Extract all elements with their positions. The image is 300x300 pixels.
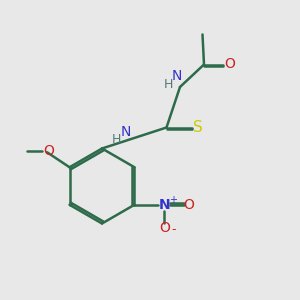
Text: N: N xyxy=(159,198,170,212)
Text: N: N xyxy=(172,69,182,82)
Text: O: O xyxy=(159,221,170,235)
Text: S: S xyxy=(193,120,203,135)
Text: O: O xyxy=(224,58,235,71)
Text: +: + xyxy=(169,195,177,205)
Text: O: O xyxy=(43,144,54,158)
Text: N: N xyxy=(121,125,131,139)
Text: O: O xyxy=(184,198,194,212)
Text: H: H xyxy=(164,77,173,91)
Text: H: H xyxy=(112,133,121,146)
Text: -: - xyxy=(171,223,176,236)
